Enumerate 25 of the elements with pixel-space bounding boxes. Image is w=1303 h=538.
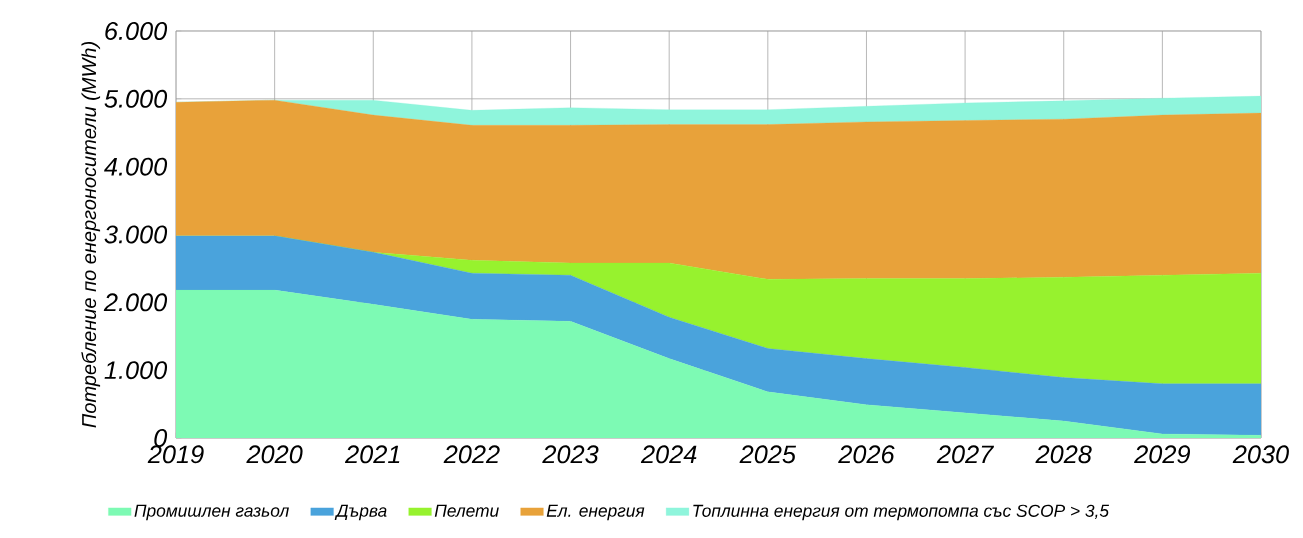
x-tick-label: 2022 — [443, 445, 500, 464]
x-tick-label: 2019 — [147, 445, 204, 464]
legend-label: Пелети — [434, 504, 499, 517]
y-tick-label: 1.000 — [104, 361, 168, 380]
y-axis-title: Потребление по енергоносители (MWh) — [81, 42, 101, 428]
x-tick-label: 2027 — [936, 445, 995, 464]
x-tick-label: 2024 — [640, 445, 697, 464]
x-tick-label: 2029 — [1134, 445, 1191, 464]
x-tick-label: 2021 — [344, 445, 400, 464]
legend-label: Ел. енергия — [546, 504, 645, 521]
y-tick-label: 2.000 — [103, 293, 168, 312]
x-tick-label: 2023 — [542, 445, 599, 464]
legend-label: Промишлен газьол — [134, 504, 289, 521]
legend-label: Дърва — [334, 504, 387, 521]
legend-label: Топлинна енергия от термопомпа със SCOP > 3,5 — [693, 504, 1110, 521]
x-tick-label: 2028 — [1035, 445, 1092, 464]
x-tick-label: 2026 — [838, 445, 895, 464]
y-tick-label: 5.000 — [104, 89, 168, 108]
x-tick-label: 2030 — [1232, 445, 1289, 464]
x-tick-label: 2025 — [739, 445, 797, 464]
y-tick-label: 6.000 — [105, 22, 168, 40]
y-tick-label: 3.000 — [104, 225, 168, 244]
y-tick-label: 4.000 — [104, 157, 168, 176]
y-tick-label: 0 — [154, 429, 168, 447]
x-tick-label: 2020 — [246, 445, 303, 464]
